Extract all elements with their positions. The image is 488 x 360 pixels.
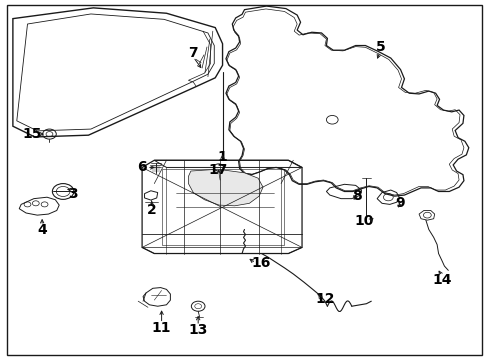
Text: 17: 17 — [207, 163, 227, 177]
Text: 8: 8 — [351, 189, 361, 203]
Text: 14: 14 — [431, 273, 451, 287]
Text: 3: 3 — [68, 187, 78, 201]
Text: 5: 5 — [375, 40, 385, 54]
Text: 2: 2 — [147, 203, 157, 217]
Text: 16: 16 — [251, 256, 271, 270]
Text: 7: 7 — [188, 46, 198, 60]
Text: 13: 13 — [188, 323, 207, 337]
Text: 4: 4 — [37, 223, 47, 237]
Text: 11: 11 — [152, 321, 171, 335]
Text: 15: 15 — [22, 127, 42, 141]
Text: 9: 9 — [395, 196, 405, 210]
Text: 10: 10 — [353, 214, 373, 228]
Text: 12: 12 — [315, 292, 334, 306]
Text: 1: 1 — [217, 150, 227, 164]
Polygon shape — [188, 169, 263, 206]
Text: 6: 6 — [137, 161, 146, 175]
